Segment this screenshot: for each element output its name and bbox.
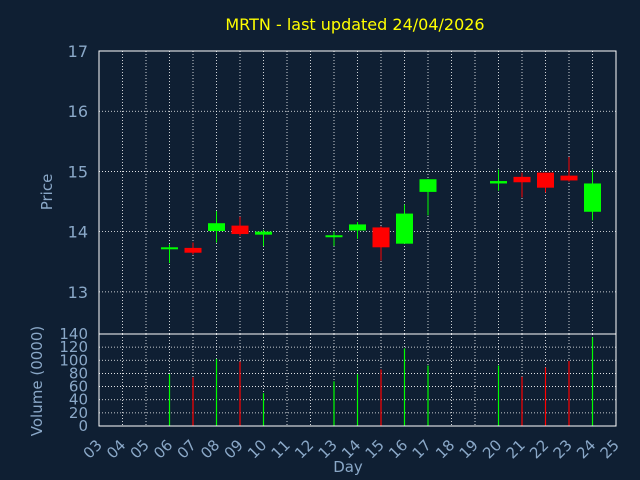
candle <box>584 169 601 221</box>
price-tick-label: 16 <box>68 102 88 121</box>
x-tick-label: 17 <box>409 436 435 462</box>
x-tick-label: 18 <box>432 436 458 462</box>
volume-tick-label: 100 <box>59 351 88 369</box>
price-candles <box>161 156 601 263</box>
price-tick-label: 17 <box>68 42 88 61</box>
volume-tick-label: 120 <box>59 338 88 356</box>
candle <box>161 244 178 263</box>
volume-tick-label: 80 <box>69 364 88 382</box>
candle-body <box>584 183 601 212</box>
x-tick-label: 08 <box>197 436 223 462</box>
volume-tick-label: 40 <box>69 391 88 409</box>
x-tick-label: 12 <box>291 436 317 462</box>
x-tick-label: 19 <box>456 436 482 462</box>
candle <box>349 222 366 239</box>
x-tick-label: 15 <box>362 436 388 462</box>
x-tick-label: 04 <box>103 436 129 462</box>
candle <box>255 229 272 247</box>
volume-axis-label: Volume (0000) <box>28 326 46 436</box>
candle <box>490 169 507 191</box>
candle <box>560 156 578 182</box>
candle-body <box>325 235 343 238</box>
candle-body <box>184 247 202 253</box>
volume-tick-label: 0 <box>78 417 88 435</box>
volume-tick-label: 140 <box>59 325 88 343</box>
price-tick-label: 13 <box>68 283 88 302</box>
x-tick-label: 03 <box>80 436 106 462</box>
candle-body <box>396 213 413 244</box>
volume-frame <box>98 333 617 427</box>
candle <box>184 242 202 255</box>
x-tick-label: 11 <box>268 436 294 462</box>
candle-body <box>490 181 507 184</box>
x-tick-label: 20 <box>479 436 505 462</box>
candle-body <box>208 223 225 232</box>
candle-body <box>537 172 554 188</box>
x-tick-label: 07 <box>174 436 200 462</box>
price-tick-label: 14 <box>68 223 88 242</box>
price-tick-label: 15 <box>68 162 88 181</box>
x-tick-label: 16 <box>385 436 411 462</box>
candle <box>372 226 390 261</box>
x-tick-label: 10 <box>244 436 270 462</box>
x-tick-label: 23 <box>550 436 576 462</box>
candle-body <box>372 227 390 248</box>
price-panel: 13 14 15 16 17 Price <box>38 42 617 335</box>
candle <box>208 211 225 243</box>
volume-tick-label: 60 <box>69 378 88 396</box>
candle <box>513 172 531 198</box>
candle <box>396 204 413 244</box>
price-axis-label: Price <box>38 174 56 211</box>
x-tick-label: 06 <box>150 436 176 462</box>
x-axis-label: Day <box>333 458 363 476</box>
chart-title: MRTN - last updated 24/04/2026 <box>225 15 484 34</box>
price-y-tick-labels: 13 14 15 16 17 <box>68 42 88 302</box>
volume-tick-label: 20 <box>69 404 88 422</box>
x-tick-label: 21 <box>503 436 529 462</box>
candle-body <box>255 231 272 235</box>
x-tick-label: 05 <box>127 436 153 462</box>
candle-body <box>419 179 437 192</box>
candle-body <box>560 175 578 181</box>
volume-bars <box>168 337 594 426</box>
candle-body <box>349 224 366 231</box>
x-tick-label: 25 <box>597 436 623 462</box>
x-tick-label: 09 <box>221 436 247 462</box>
candle <box>537 172 554 193</box>
x-tick-label: 24 <box>573 436 599 462</box>
candle <box>419 179 437 216</box>
candle-body <box>513 176 531 183</box>
candle-body <box>161 247 178 250</box>
price-gridlines <box>98 50 617 334</box>
candle <box>325 231 343 247</box>
candle-body <box>231 225 249 235</box>
x-tick-label: 22 <box>526 436 552 462</box>
candle <box>231 216 249 236</box>
